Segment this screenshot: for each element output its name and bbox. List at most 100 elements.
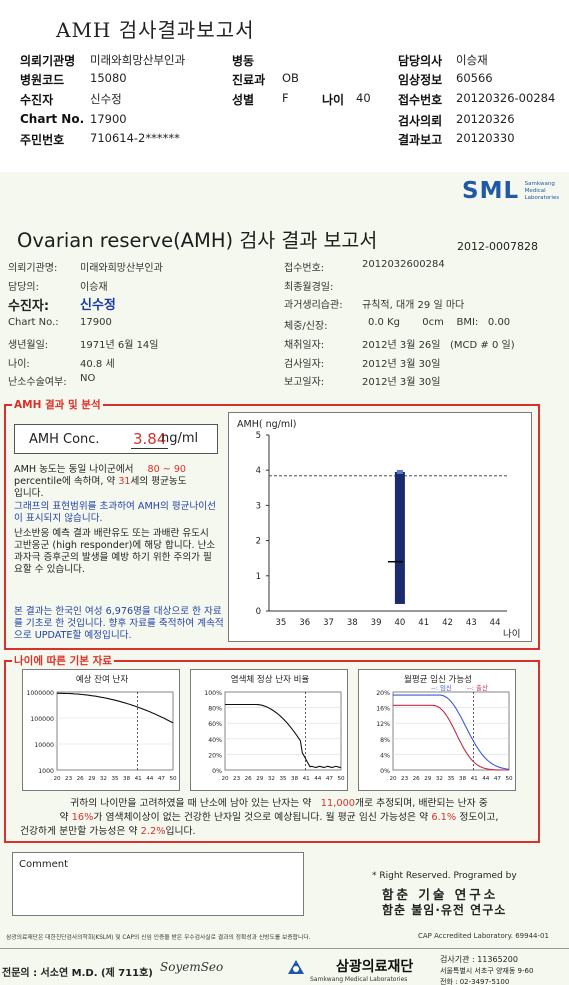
plot-area (224, 691, 342, 771)
info-key: 접수번호: (284, 263, 325, 274)
small-chart-title: 월평균 임신 가능성 (404, 674, 472, 685)
header-key: 주민번호 (20, 133, 65, 147)
x-tick-label: 41 (418, 618, 429, 628)
y-tick-label: 1000 (38, 768, 54, 775)
y-tick-label: 0 (256, 607, 261, 617)
institute-1: 함춘 기술 연구소 (382, 887, 499, 902)
x-tick-label: 41 (303, 776, 311, 782)
x-tick-label: 40 (394, 618, 405, 628)
x-tick-label: 29 (256, 776, 264, 782)
y-tick-label: 60% (208, 721, 222, 728)
header-value: 17900 (90, 112, 127, 126)
foundation-logo-icon (286, 958, 306, 976)
pregnancy-line (393, 694, 510, 770)
rights-text: * Right Reserved. Programed by (372, 871, 517, 881)
amh-conc-box: AMH Conc. 3.84 ng/ml (14, 424, 218, 454)
x-tick-label: 41 (135, 776, 143, 782)
comment-box: Comment (12, 852, 304, 916)
footnote: 삼광의료재단은 대한진단검사의학회(KSLM) 및 CAP의 신임 인증을 받은… (6, 935, 311, 941)
x-tick-label: 32 (100, 776, 107, 782)
section-title: 나이에 따른 기본 자료 (12, 653, 114, 668)
y-tick-label: 5 (256, 431, 261, 441)
y-tick-label: 4% (380, 752, 390, 759)
y-tick-label: 20% (376, 690, 390, 697)
x-tick-label: 43 (466, 618, 477, 628)
x-tick-label: 35 (111, 776, 119, 782)
report-main-title: Ovarian reserve(AMH) 검사 결과 보고서 (17, 229, 378, 252)
x-tick-label: 23 (65, 776, 73, 782)
amh-chart-panel: AMH( ng/ml) 나이 0 1 2 3 4 5 35 36 37 38 39 40 41 42 43 4… (228, 412, 532, 642)
foundation-name: 삼광의료재단 (336, 959, 414, 975)
contact-3: 전화 : 02-3497-5100 (440, 978, 510, 985)
normal-ratio-line (225, 703, 341, 769)
x-tick-label: 44 (482, 776, 490, 782)
y-tick-label: 16% (376, 706, 390, 713)
y-tick-label: 8% (380, 737, 390, 744)
legend-birth: --: 출산 (467, 683, 488, 692)
y-tick-label: 0% (212, 768, 222, 775)
analysis-text-3: 난소반응 예측 결과 배란유도 또는 과배란 유도시 고반응군 (high re… (14, 528, 216, 575)
info-key: 채취일자: (284, 340, 325, 351)
header-value: 60566 (456, 71, 493, 85)
x-tick-label: 29 (88, 776, 96, 782)
x-tick-label: 26 (77, 776, 85, 782)
x-tick-label: 38 (347, 618, 358, 628)
info-value: 2012년 3월 30일 (362, 377, 441, 388)
remaining-eggs-line (57, 692, 174, 724)
header-value: F (282, 91, 289, 105)
y-tick-label: 80% (208, 706, 222, 713)
info-key: 검사일자: (284, 359, 325, 370)
info-key: 과거생리습관: (284, 300, 343, 311)
info-key: 난소수술여부: (8, 377, 67, 388)
info-value: NO (80, 373, 96, 384)
header-key: 임상정보 (398, 73, 443, 87)
x-tick-label: 50 (337, 776, 345, 782)
header-value: 미래와희망산부인과 (90, 53, 186, 67)
remaining-eggs-chart-panel: 예상 잔여 난자 1000000 100000 10000 1000 20 23 26 29 32… (22, 669, 180, 791)
info-key: 수진자: (8, 299, 50, 314)
comment-label: Comment (19, 859, 68, 870)
info-value: 2012032600284 (362, 259, 445, 270)
header-value: 710614-2****** (90, 131, 180, 145)
specialist: 전문의 : 서소연 M.D. (제 711호) (2, 968, 153, 979)
x-tick-label: 26 (245, 776, 253, 782)
header-key: 병동 (232, 54, 255, 68)
amh-value: 3.84 (131, 430, 169, 449)
info-value: 미래와희망산부인과 (80, 263, 163, 274)
contact-2: 서울특별시 서초구 양재동 9-60 (440, 967, 534, 975)
x-tick-label: 47 (158, 776, 166, 782)
header-key: 진료과 (232, 73, 266, 87)
y-tick-label: 10000 (34, 742, 54, 749)
legend-pregnancy: --: 임신 (431, 683, 452, 692)
x-tick-label: 38 (123, 776, 131, 782)
y-tick-label: 100% (204, 690, 222, 697)
header-value: 40 (356, 91, 371, 105)
pregnancy-chance-chart-panel: 월평균 임신 가능성 20% 16% 12% 8% 4% 0% 20 23 26 29 32 35 38 4… (358, 669, 516, 791)
header-value: 신수정 (90, 92, 122, 106)
x-tick-label: 20 (389, 776, 397, 782)
amh-y-label: AMH( ng/ml) (237, 419, 296, 430)
amh-range-top (396, 469, 403, 474)
x-tick-label: 42 (442, 618, 453, 628)
x-tick-label: 35 (447, 776, 455, 782)
header-value: 이승재 (456, 53, 488, 67)
small-chart-title: 예상 잔여 난자 (76, 674, 129, 685)
amh-chart: AMH( ng/ml) 나이 0 1 2 3 4 5 35 36 37 38 39 40 41 42 43 4… (237, 419, 520, 640)
footer-divider (0, 948, 569, 949)
header-key: 검사의뢰 (398, 114, 443, 128)
y-tick-label: 40% (208, 737, 222, 744)
header-key: 나이 (322, 93, 345, 107)
summary-text: 귀하의 나이만을 고려하였을 때 난소에 남아 있는 난자는 약 11,000개… (20, 798, 499, 837)
info-value: 40.8 세 (80, 359, 115, 370)
x-tick-label: 37 (323, 618, 334, 628)
pregnancy-chance-chart: 월평균 임신 가능성 20% 16% 12% 8% 4% 0%20 23 26 29 32 35 38 4… (376, 674, 513, 782)
x-tick-label: 32 (268, 776, 275, 782)
y-tick-label: 2 (256, 537, 261, 547)
header-value: 20120326 (456, 112, 515, 126)
x-tick-label: 47 (326, 776, 334, 782)
header-key: Chart No. (20, 112, 85, 126)
sml-logo: SML Samkwang Medical Laboratories (462, 178, 560, 204)
info-key: 담당의: (8, 282, 39, 293)
report-title: AMH 검사결과보고서 (56, 18, 255, 42)
y-tick-label: 100000 (30, 716, 54, 723)
